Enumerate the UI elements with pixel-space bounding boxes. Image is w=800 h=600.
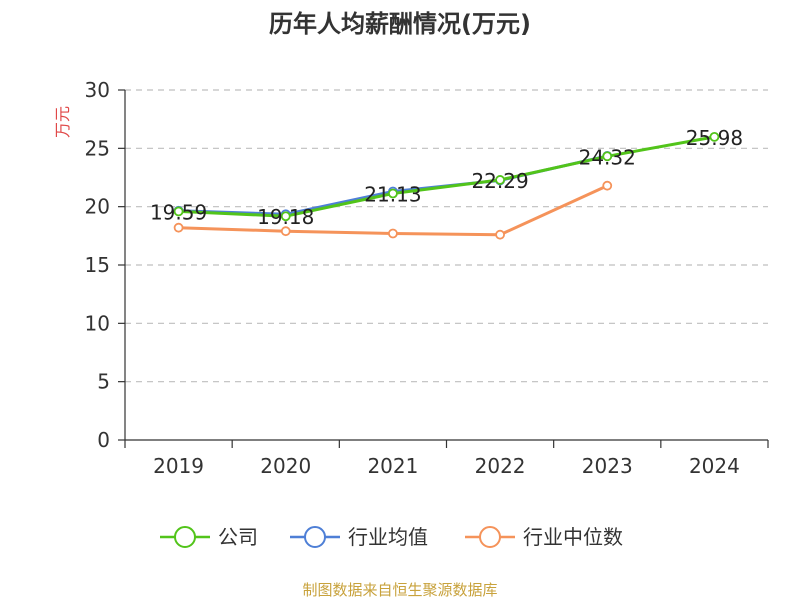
series-points bbox=[173, 131, 720, 240]
point-industry_median bbox=[173, 222, 184, 233]
source-note: 制图数据来自恒生聚源数据库 bbox=[302, 581, 497, 599]
series-line-company bbox=[178, 135, 715, 218]
y-axis-label: 万元 bbox=[53, 106, 72, 138]
point-company bbox=[602, 151, 613, 162]
point-company bbox=[388, 188, 398, 199]
x-tick-label: 2019 bbox=[153, 454, 204, 478]
x-tick-label: 2024 bbox=[689, 454, 740, 478]
grid bbox=[125, 89, 768, 383]
y-tick-label: 20 bbox=[85, 195, 110, 219]
data-label: 21.13 bbox=[364, 182, 421, 206]
legend-marker-industry_median bbox=[479, 526, 501, 548]
point-industry_median bbox=[280, 226, 291, 237]
legend-marker-company bbox=[174, 526, 196, 548]
point-company bbox=[173, 206, 184, 217]
legend-label-company: 公司 bbox=[218, 525, 258, 549]
chart-title: 历年人均薪酬情况(万元) bbox=[269, 10, 531, 38]
y-tick-label: 5 bbox=[97, 370, 110, 394]
point-company bbox=[495, 175, 505, 185]
legend-marker-industry_avg bbox=[304, 526, 326, 548]
x-tick-label: 2021 bbox=[367, 454, 418, 478]
legend-label-industry_avg: 行业均值 bbox=[348, 525, 428, 549]
axes: 0 5 10 15 20 25 30 2019 2020 2021 2022 2023 2024 bbox=[85, 78, 769, 478]
x-tick-label: 2020 bbox=[260, 454, 311, 478]
point-industry_median bbox=[388, 228, 398, 239]
y-tick-label: 0 bbox=[97, 428, 110, 452]
data-labels: 19.59 19.18 21.13 22.29 24.32 25.98 bbox=[150, 126, 743, 229]
legend-label-industry_median: 行业中位数 bbox=[523, 525, 623, 549]
y-tick-label: 30 bbox=[85, 78, 110, 102]
point-company bbox=[280, 211, 291, 222]
point-industry_median bbox=[602, 180, 613, 191]
point-industry_median bbox=[495, 229, 505, 240]
data-label: 25.98 bbox=[686, 126, 743, 150]
x-tick-label: 2022 bbox=[475, 454, 526, 478]
data-label: 19.59 bbox=[150, 200, 207, 224]
x-tick-label: 2023 bbox=[582, 454, 633, 478]
y-tick-label: 10 bbox=[85, 311, 110, 335]
legend: 公司 行业均值 行业中位数 bbox=[160, 525, 623, 549]
point-company bbox=[709, 131, 720, 142]
y-tick-label: 25 bbox=[85, 136, 110, 160]
data-label: 19.18 bbox=[257, 205, 314, 229]
data-label: 24.32 bbox=[579, 145, 636, 169]
y-tick-label: 15 bbox=[85, 253, 110, 277]
data-label: 22.29 bbox=[471, 169, 528, 193]
